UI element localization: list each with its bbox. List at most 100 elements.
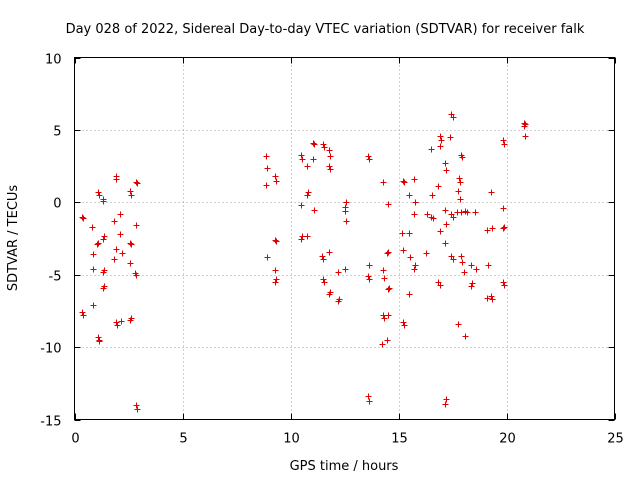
data-point-marker <box>264 254 271 261</box>
data-point-marker <box>522 133 529 140</box>
data-point-marker <box>320 276 327 283</box>
data-point-marker <box>447 134 454 141</box>
data-point-marker <box>365 273 372 280</box>
data-point-marker <box>472 209 479 216</box>
data-point-marker <box>101 233 108 240</box>
data-point-marker <box>365 153 372 160</box>
y-tick-label: -15 <box>40 415 61 430</box>
data-point-marker <box>457 196 464 203</box>
data-point-marker <box>500 279 507 286</box>
data-point-marker <box>273 238 280 245</box>
data-point-marker <box>320 256 327 263</box>
data-point-marker <box>450 256 457 263</box>
data-point-marker <box>459 259 466 266</box>
x-tick-label: 15 <box>391 432 408 447</box>
data-point-marker <box>468 262 475 269</box>
data-point-marker <box>133 402 140 409</box>
data-point-marker <box>326 291 333 298</box>
data-point-marker <box>117 211 124 218</box>
data-point-marker <box>100 198 107 205</box>
data-point-marker <box>380 179 387 186</box>
data-point-marker <box>500 225 507 232</box>
data-point-marker <box>100 285 107 292</box>
data-point-marker <box>406 291 413 298</box>
data-point-marker <box>437 133 444 140</box>
data-point-marker <box>128 192 135 199</box>
data-point-marker <box>319 253 326 260</box>
data-point-marker <box>95 240 102 247</box>
data-point-marker <box>133 222 140 229</box>
axis-ticks <box>74 57 616 421</box>
data-point-marker <box>500 137 507 144</box>
data-point-marker <box>111 218 118 225</box>
data-point-marker <box>379 341 386 348</box>
data-point-marker <box>133 272 140 279</box>
data-point-marker <box>304 192 311 199</box>
y-tick-label: -10 <box>40 342 61 357</box>
data-point-marker <box>406 192 413 199</box>
y-tick-label: 5 <box>53 125 61 140</box>
data-point-marker <box>468 283 475 290</box>
data-point-marker <box>473 266 480 273</box>
data-point-marker <box>79 214 86 221</box>
chart-title: Day 028 of 2022, Sidereal Day-to-day VTE… <box>66 22 585 37</box>
data-point-marker <box>321 279 328 286</box>
data-point-marker <box>501 282 508 289</box>
y-axis-label: SDTVAR / TECUs <box>6 185 21 292</box>
data-point-marker <box>464 209 471 216</box>
data-point-marker <box>442 160 449 167</box>
data-point-marker <box>435 183 442 190</box>
data-point-marker <box>127 188 134 195</box>
data-point-marker <box>272 173 279 180</box>
data-point-marker <box>484 295 491 302</box>
data-point-marker <box>400 319 407 326</box>
data-point-marker <box>327 153 334 160</box>
data-point-marker <box>272 279 279 286</box>
data-point-marker <box>399 230 406 237</box>
data-point-marker <box>401 179 408 186</box>
data-point-marker <box>450 214 457 221</box>
data-point-marker <box>443 167 450 174</box>
data-point-marker <box>442 401 449 408</box>
data-point-marker <box>366 398 373 405</box>
data-point-marker <box>321 144 328 151</box>
data-point-marker <box>342 208 349 215</box>
data-point-marker <box>264 165 271 172</box>
data-point-marker <box>96 338 103 345</box>
data-point-marker <box>411 176 418 183</box>
data-point-marker <box>457 179 464 186</box>
data-point-marker <box>500 205 507 212</box>
data-point-marker <box>489 296 496 303</box>
data-point-marker <box>80 215 87 222</box>
data-point-marker <box>310 156 317 163</box>
y-tick-label: 0 <box>53 197 61 212</box>
data-point-marker <box>450 114 457 121</box>
data-point-marker <box>406 230 413 237</box>
x-tick-label: 20 <box>499 432 516 447</box>
data-point-marker <box>90 266 97 273</box>
data-point-marker <box>100 236 107 243</box>
data-point-marker <box>113 246 120 253</box>
data-point-marker <box>484 227 491 234</box>
data-point-marker <box>111 256 118 263</box>
data-point-marker <box>298 236 305 243</box>
data-point-marker <box>385 312 392 319</box>
data-point-marker <box>118 318 125 325</box>
data-point-marker <box>384 250 391 257</box>
data-point-marker <box>114 322 121 329</box>
data-point-marker <box>521 123 528 130</box>
data-point-marker <box>407 254 414 261</box>
data-point-marker <box>437 228 444 235</box>
data-point-marker <box>380 267 387 274</box>
data-point-marker <box>366 156 373 163</box>
data-point-marker <box>385 286 392 293</box>
data-point-marker <box>100 269 107 276</box>
data-point-marker <box>458 209 465 216</box>
data-point-marker <box>133 179 140 186</box>
data-point-marker <box>459 154 466 161</box>
data-point-marker <box>442 240 449 247</box>
data-point-marker <box>113 319 120 326</box>
data-point-marker <box>400 178 407 185</box>
data-point-marker <box>424 211 431 218</box>
